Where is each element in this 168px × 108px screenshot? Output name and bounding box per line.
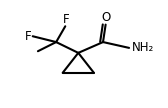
Text: O: O (102, 11, 111, 24)
Text: NH₂: NH₂ (132, 41, 154, 54)
Text: F: F (25, 30, 31, 43)
Text: F: F (63, 13, 69, 26)
